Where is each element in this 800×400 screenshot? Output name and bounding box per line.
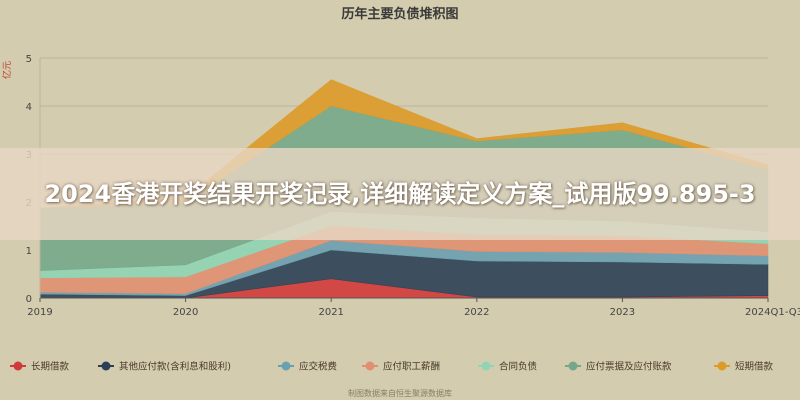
x-tick-label: 2019 bbox=[27, 307, 52, 318]
legend-label: 短期借款 bbox=[735, 361, 774, 373]
legend-item: 长期借款 bbox=[10, 361, 70, 373]
legend-label: 应交税费 bbox=[299, 361, 337, 373]
watermark: 制图数据来自恒生聚源数据库 bbox=[348, 388, 452, 398]
legend-marker bbox=[281, 361, 291, 371]
y-tick-label: 1 bbox=[26, 246, 32, 257]
legend-item: 应交税费 bbox=[278, 361, 337, 373]
x-tick-label: 2024Q1-Q3 bbox=[745, 307, 800, 318]
y-tick-label: 0 bbox=[26, 294, 32, 305]
legend-item: 短期借款 bbox=[714, 361, 774, 373]
legend-item: 其他应付款(含利息和股利) bbox=[98, 361, 231, 373]
legend-label: 合同负债 bbox=[499, 361, 538, 373]
legend-marker bbox=[365, 361, 375, 371]
legend-marker bbox=[13, 361, 23, 371]
headline-banner: 2024香港开奖结果开奖记录,详细解读定义方案_试用版99.895-3 bbox=[0, 148, 800, 240]
y-tick-label: 4 bbox=[26, 102, 32, 113]
x-tick-label: 2021 bbox=[318, 307, 343, 318]
legend-label: 其他应付款(含利息和股利) bbox=[119, 361, 231, 373]
legend-item: 应付职工薪酬 bbox=[362, 361, 440, 373]
chart-title: 历年主要负债堆积图 bbox=[341, 6, 458, 22]
legend-item: 应付票据及应付账款 bbox=[565, 361, 672, 373]
x-tick-label: 2023 bbox=[610, 307, 635, 318]
legend-label: 应付票据及应付账款 bbox=[586, 361, 672, 373]
legend-marker bbox=[717, 361, 727, 371]
x-tick-label: 2022 bbox=[464, 307, 489, 318]
y-axis-label: 亿元 bbox=[1, 61, 13, 79]
headline-text: 2024香港开奖结果开奖记录,详细解读定义方案_试用版99.895-3 bbox=[44, 180, 756, 208]
legend-label: 应付职工薪酬 bbox=[383, 361, 440, 373]
legend-marker bbox=[101, 361, 111, 371]
legend-marker bbox=[481, 361, 491, 371]
legend-item: 合同负债 bbox=[478, 361, 538, 373]
x-tick-label: 2020 bbox=[173, 307, 198, 318]
legend-marker bbox=[568, 361, 578, 371]
legend-label: 长期借款 bbox=[31, 361, 70, 373]
y-tick-label: 5 bbox=[26, 54, 32, 65]
legend: 长期借款 其他应付款(含利息和股利) 应交税费 应付职工薪酬 合同负债 应付票据及应付账款… bbox=[10, 361, 774, 373]
